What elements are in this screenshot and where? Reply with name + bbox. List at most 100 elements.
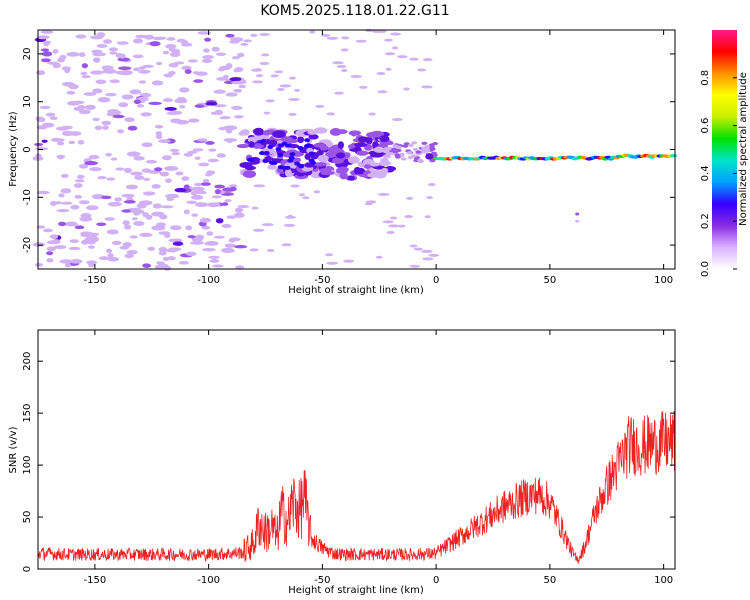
spectrogram-blob (88, 245, 95, 249)
spectrogram-blob (181, 42, 193, 47)
spectrogram-blob (160, 171, 170, 177)
spectrogram-blob (168, 62, 179, 68)
spectrogram-blob (101, 65, 109, 71)
spectrogram-blob (111, 240, 122, 246)
spectrogram-blob (109, 79, 120, 84)
spectrogram-blob (160, 205, 174, 209)
spectrogram-blob (376, 72, 386, 76)
spectrogram-blob (231, 56, 240, 60)
spectrogram-blob (60, 173, 69, 178)
colorbar-gradient (712, 30, 737, 269)
spectrogram-blob (207, 158, 220, 163)
spectrogram-blob (158, 250, 167, 256)
spectrogram-blob (366, 132, 378, 138)
y-tick-label: 20 (22, 48, 33, 61)
spectrogram-blob (66, 90, 76, 95)
spectrogram-blob (229, 40, 240, 44)
spectrogram-blob (223, 138, 238, 142)
spectrogram-blob (162, 256, 170, 261)
snr-frame (37, 329, 676, 570)
spectrogram-blob (54, 201, 62, 205)
spectrogram-blob (144, 34, 155, 40)
snr-series-line (37, 410, 676, 564)
spectrogram-blob (183, 152, 194, 157)
spectrogram-blob (202, 178, 210, 183)
spectrogram-blob (425, 153, 434, 160)
spectrogram-blob (392, 150, 399, 154)
spectrogram-blob (382, 220, 394, 224)
spectrogram-blob (229, 186, 237, 192)
spectrogram-blob (284, 138, 299, 144)
spectrogram-blob (61, 66, 72, 71)
spectrogram-blob (164, 178, 172, 183)
spectrogram-y-ticks: -20 -10 0 10 20 (22, 48, 675, 253)
spectrogram-blob (205, 141, 215, 145)
spectrogram-blob (118, 102, 129, 108)
spectrogram-blob (420, 249, 433, 253)
spectrogram-blob (411, 154, 418, 158)
spectrogram-blob (59, 259, 73, 264)
spectrogram-blob (234, 207, 244, 213)
spectrogram-blob (252, 80, 264, 84)
spectrogram-blob (260, 134, 270, 140)
spectrogram-blob (319, 139, 332, 144)
spectrogram-blob (267, 144, 274, 149)
y-tick-label: 10 (22, 95, 33, 108)
spectrogram-blob (391, 147, 398, 151)
spectrogram-blob (355, 39, 367, 43)
spectrogram-blob (329, 128, 342, 136)
spectrogram-blob (191, 213, 198, 217)
y-tick-label: -20 (22, 237, 33, 253)
spectrogram-blob (132, 38, 144, 44)
spectrogram-blob (81, 75, 91, 79)
spectrogram-blob (133, 220, 145, 227)
spectrogram-blob (227, 249, 235, 253)
spectrogram-blob (154, 124, 164, 129)
spectrogram-blob (209, 259, 220, 264)
spectrogram-blob (263, 150, 270, 155)
spectrogram-blob (221, 223, 232, 228)
spectrogram-blob (77, 139, 85, 145)
spectrogram-blob (176, 97, 187, 102)
spectrogram-blob (133, 156, 145, 161)
spectrogram-blob (58, 193, 65, 198)
spectrogram-blob (132, 54, 144, 59)
spectrogram-blob (270, 74, 279, 78)
spectrogram-blob (340, 68, 348, 72)
spectrogram-blob (411, 141, 418, 145)
spectrogram-blob (139, 92, 152, 98)
spectrogram-blob (356, 150, 369, 156)
spectrogram-x-ticks: -150 -100 -50 0 50 100 (84, 30, 673, 286)
spectrogram-blob (41, 122, 55, 128)
spectrogram-blob (377, 29, 387, 33)
spectrogram-blob (336, 65, 347, 69)
spectrogram-blob (259, 139, 266, 144)
spectrogram-blob (129, 89, 142, 95)
spectrogram-blob (64, 221, 78, 227)
spectrogram-blob (312, 162, 327, 167)
spectrogram-blob (122, 209, 131, 213)
spectrogram-blob (208, 255, 221, 259)
spectrogram-blob (413, 247, 423, 251)
spectrogram-blob (32, 242, 46, 247)
spectrogram-blob (377, 192, 390, 196)
spectrogram-blob (192, 148, 204, 152)
y-tick-label: 0 (22, 566, 33, 572)
spectrogram-blob (381, 167, 389, 173)
spectrogram-blob (86, 239, 96, 245)
spectrogram-blob (424, 148, 431, 153)
spectrogram-blob (214, 109, 224, 116)
spectrogram-blob (219, 116, 231, 120)
spectrogram-blob (61, 125, 73, 130)
spectrogram-blob (91, 49, 103, 54)
spectrogram-blob (238, 84, 246, 89)
spectrogram-blob (247, 136, 258, 143)
spectrogram-blob (109, 51, 118, 55)
spectrogram-blob (86, 205, 99, 211)
spectrogram-blob (96, 44, 108, 49)
spectrogram-blob (68, 83, 79, 90)
spectrogram-blob (187, 235, 196, 239)
spectrogram-blob (56, 141, 65, 146)
spectrogram-blob (172, 241, 184, 246)
snr-y-ticks: 0 50 100 150 200 (22, 352, 675, 572)
